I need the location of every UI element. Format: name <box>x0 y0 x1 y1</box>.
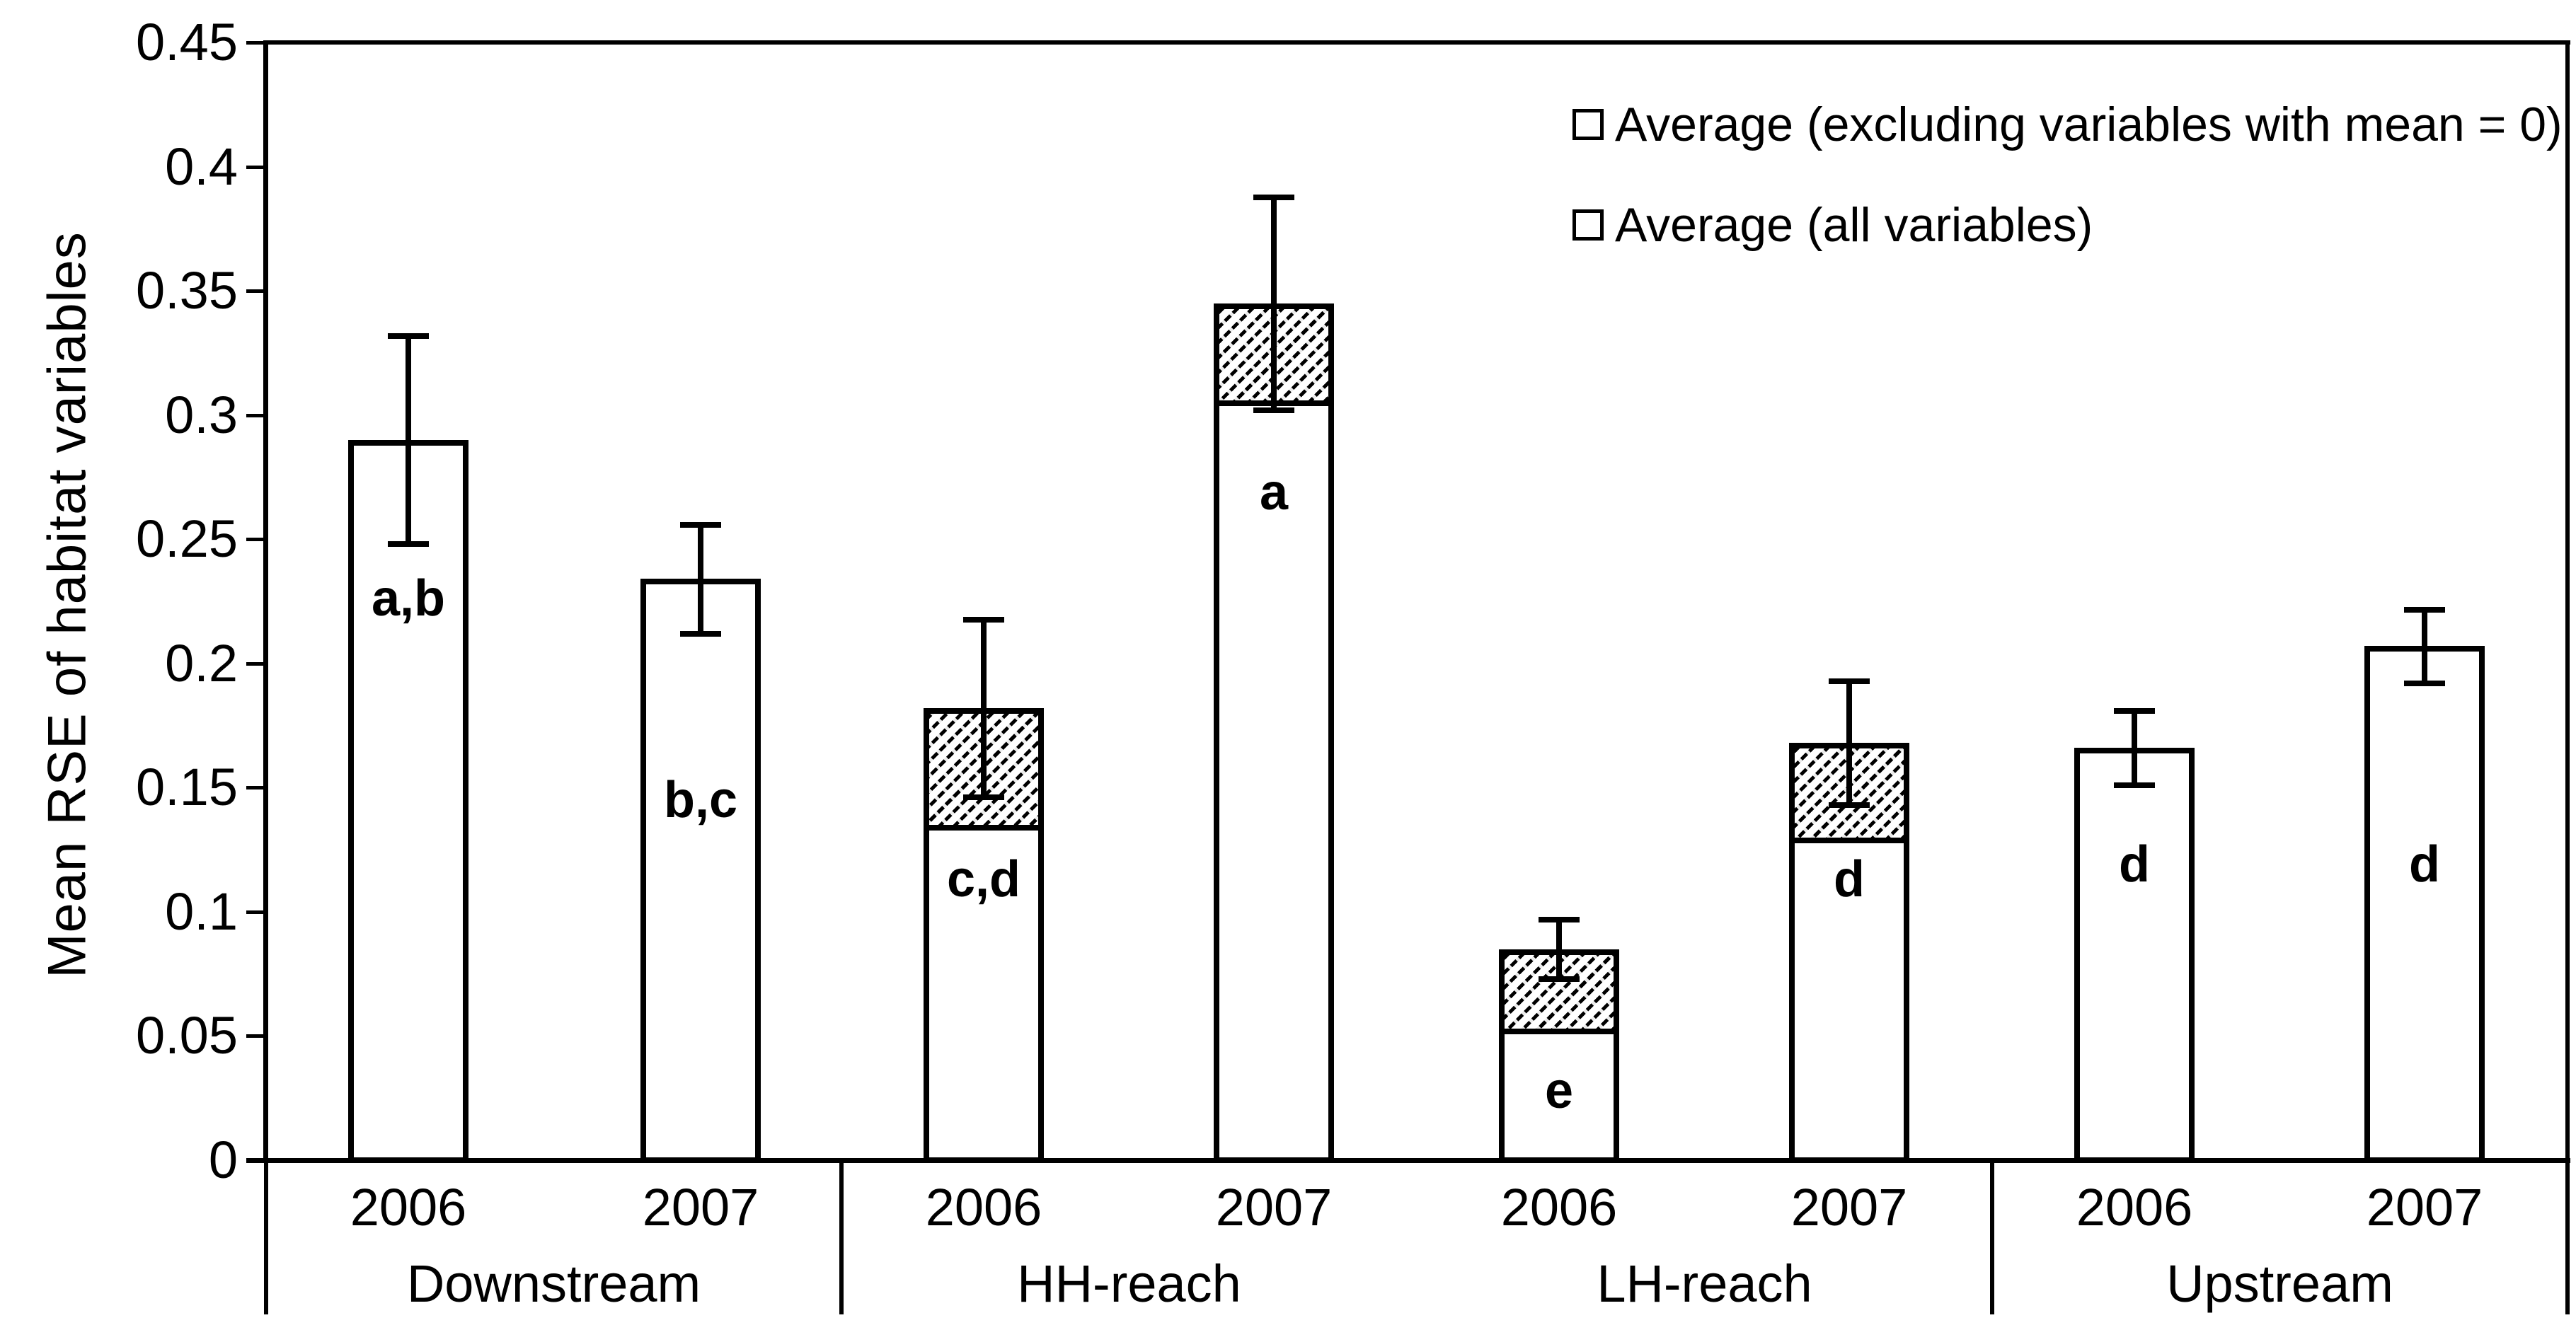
error-bar-cap-bottom <box>388 541 429 548</box>
y-tick <box>246 661 266 666</box>
error-bar-line <box>406 335 411 545</box>
year-tick-label: 2006 <box>925 1178 1042 1237</box>
group-label: Downstream <box>406 1254 701 1313</box>
y-tick <box>246 413 266 417</box>
y-tick-label: 0.25 <box>135 509 238 569</box>
error-bar-line <box>698 524 703 634</box>
bar-white-segment <box>924 825 1044 1163</box>
y-tick <box>246 1034 266 1039</box>
legend-label-excluding: Average (excluding variables with mean =… <box>1615 98 2563 151</box>
y-tick-label: 0.05 <box>135 1006 238 1065</box>
sig-letter: a,b <box>371 570 446 627</box>
legend-item-all: Average (all variables) <box>1572 199 2093 250</box>
error-bar-cap-top <box>388 333 429 340</box>
bar-white-segment <box>2364 646 2485 1163</box>
bar-white-segment <box>1789 837 1909 1163</box>
plot-top-border <box>263 40 2570 45</box>
bar-white-segment <box>640 579 761 1163</box>
y-tick <box>246 165 266 169</box>
group-label: Upstream <box>2166 1254 2393 1313</box>
group-separator <box>2565 1160 2570 1314</box>
error-bar-cap-bottom <box>680 630 721 637</box>
error-bar-cap-bottom <box>1829 802 1870 808</box>
y-tick-label: 0.45 <box>135 13 238 71</box>
y-tick-label: 0.15 <box>135 758 238 817</box>
y-tick <box>246 1159 266 1162</box>
x-axis-line <box>246 1158 2570 1163</box>
group-separator <box>264 1160 268 1314</box>
sig-letter: a <box>1259 463 1289 521</box>
year-tick-label: 2007 <box>1215 1178 1333 1237</box>
hatched-swatch-icon <box>1572 109 1604 140</box>
error-bar-cap-bottom <box>1539 976 1580 982</box>
y-tick-label: 0.35 <box>135 261 238 320</box>
bar-white-segment <box>2074 748 2195 1163</box>
year-tick-label: 2007 <box>642 1178 759 1237</box>
error-bar-cap-top <box>1829 678 1870 685</box>
error-bar-cap-bottom <box>963 794 1004 801</box>
error-bar-cap-top <box>963 616 1004 623</box>
year-tick-label: 2007 <box>2366 1178 2483 1237</box>
y-axis-line <box>263 40 268 1162</box>
y-tick-label: 0.3 <box>165 385 238 444</box>
error-bar-cap-top <box>680 522 721 528</box>
bar-white-segment <box>1499 1028 1619 1163</box>
year-tick-label: 2006 <box>1500 1178 1618 1237</box>
legend-label-all: Average (all variables) <box>1615 198 2093 252</box>
error-bar-cap-top <box>1539 917 1580 923</box>
error-bar-line <box>981 618 987 798</box>
y-tick-label: 0.4 <box>165 137 238 196</box>
group-separator <box>839 1160 844 1314</box>
error-bar-line <box>2132 710 2137 785</box>
error-bar-cap-top <box>2404 606 2445 613</box>
sig-letter: d <box>1834 851 1865 908</box>
group-separator <box>1990 1160 1994 1314</box>
y-tick-label: 0.2 <box>165 633 238 693</box>
y-tick-label: 0.1 <box>165 881 238 941</box>
y-tick-label: 0 <box>208 1130 238 1189</box>
plot-right-border <box>2565 40 2570 1314</box>
error-bar-cap-bottom <box>2114 782 2155 788</box>
y-tick <box>246 910 266 914</box>
sig-letter: e <box>1544 1062 1574 1119</box>
group-label: HH-reach <box>1017 1254 1241 1313</box>
error-bar-line <box>1556 919 1562 979</box>
group-label: LH-reach <box>1597 1254 1812 1313</box>
y-tick <box>246 41 266 45</box>
sig-letter: c,d <box>946 851 1021 908</box>
sig-letter: d <box>2119 836 2150 893</box>
error-bar-line <box>1846 681 1852 805</box>
bar-white-segment <box>348 439 468 1163</box>
year-tick-label: 2006 <box>350 1178 467 1237</box>
error-bar-cap-bottom <box>1253 407 1294 413</box>
white-swatch-icon <box>1572 209 1604 241</box>
error-bar-line <box>1271 196 1277 410</box>
error-bar-cap-bottom <box>2404 680 2445 686</box>
error-bar-line <box>2422 608 2427 683</box>
year-tick-label: 2007 <box>1790 1178 1908 1237</box>
error-bar-cap-top <box>1253 194 1294 200</box>
bar-hatched-segment <box>1789 743 1909 838</box>
y-tick <box>246 786 266 790</box>
sig-letter: b,c <box>663 771 738 828</box>
y-tick <box>246 289 266 294</box>
bar-white-segment <box>1214 400 1334 1163</box>
y-tick <box>246 538 266 542</box>
year-tick-label: 2006 <box>2076 1178 2193 1237</box>
sig-letter: d <box>2409 836 2440 893</box>
legend-item-excluding: Average (excluding variables with mean =… <box>1572 99 2563 150</box>
error-bar-cap-top <box>2114 708 2155 715</box>
